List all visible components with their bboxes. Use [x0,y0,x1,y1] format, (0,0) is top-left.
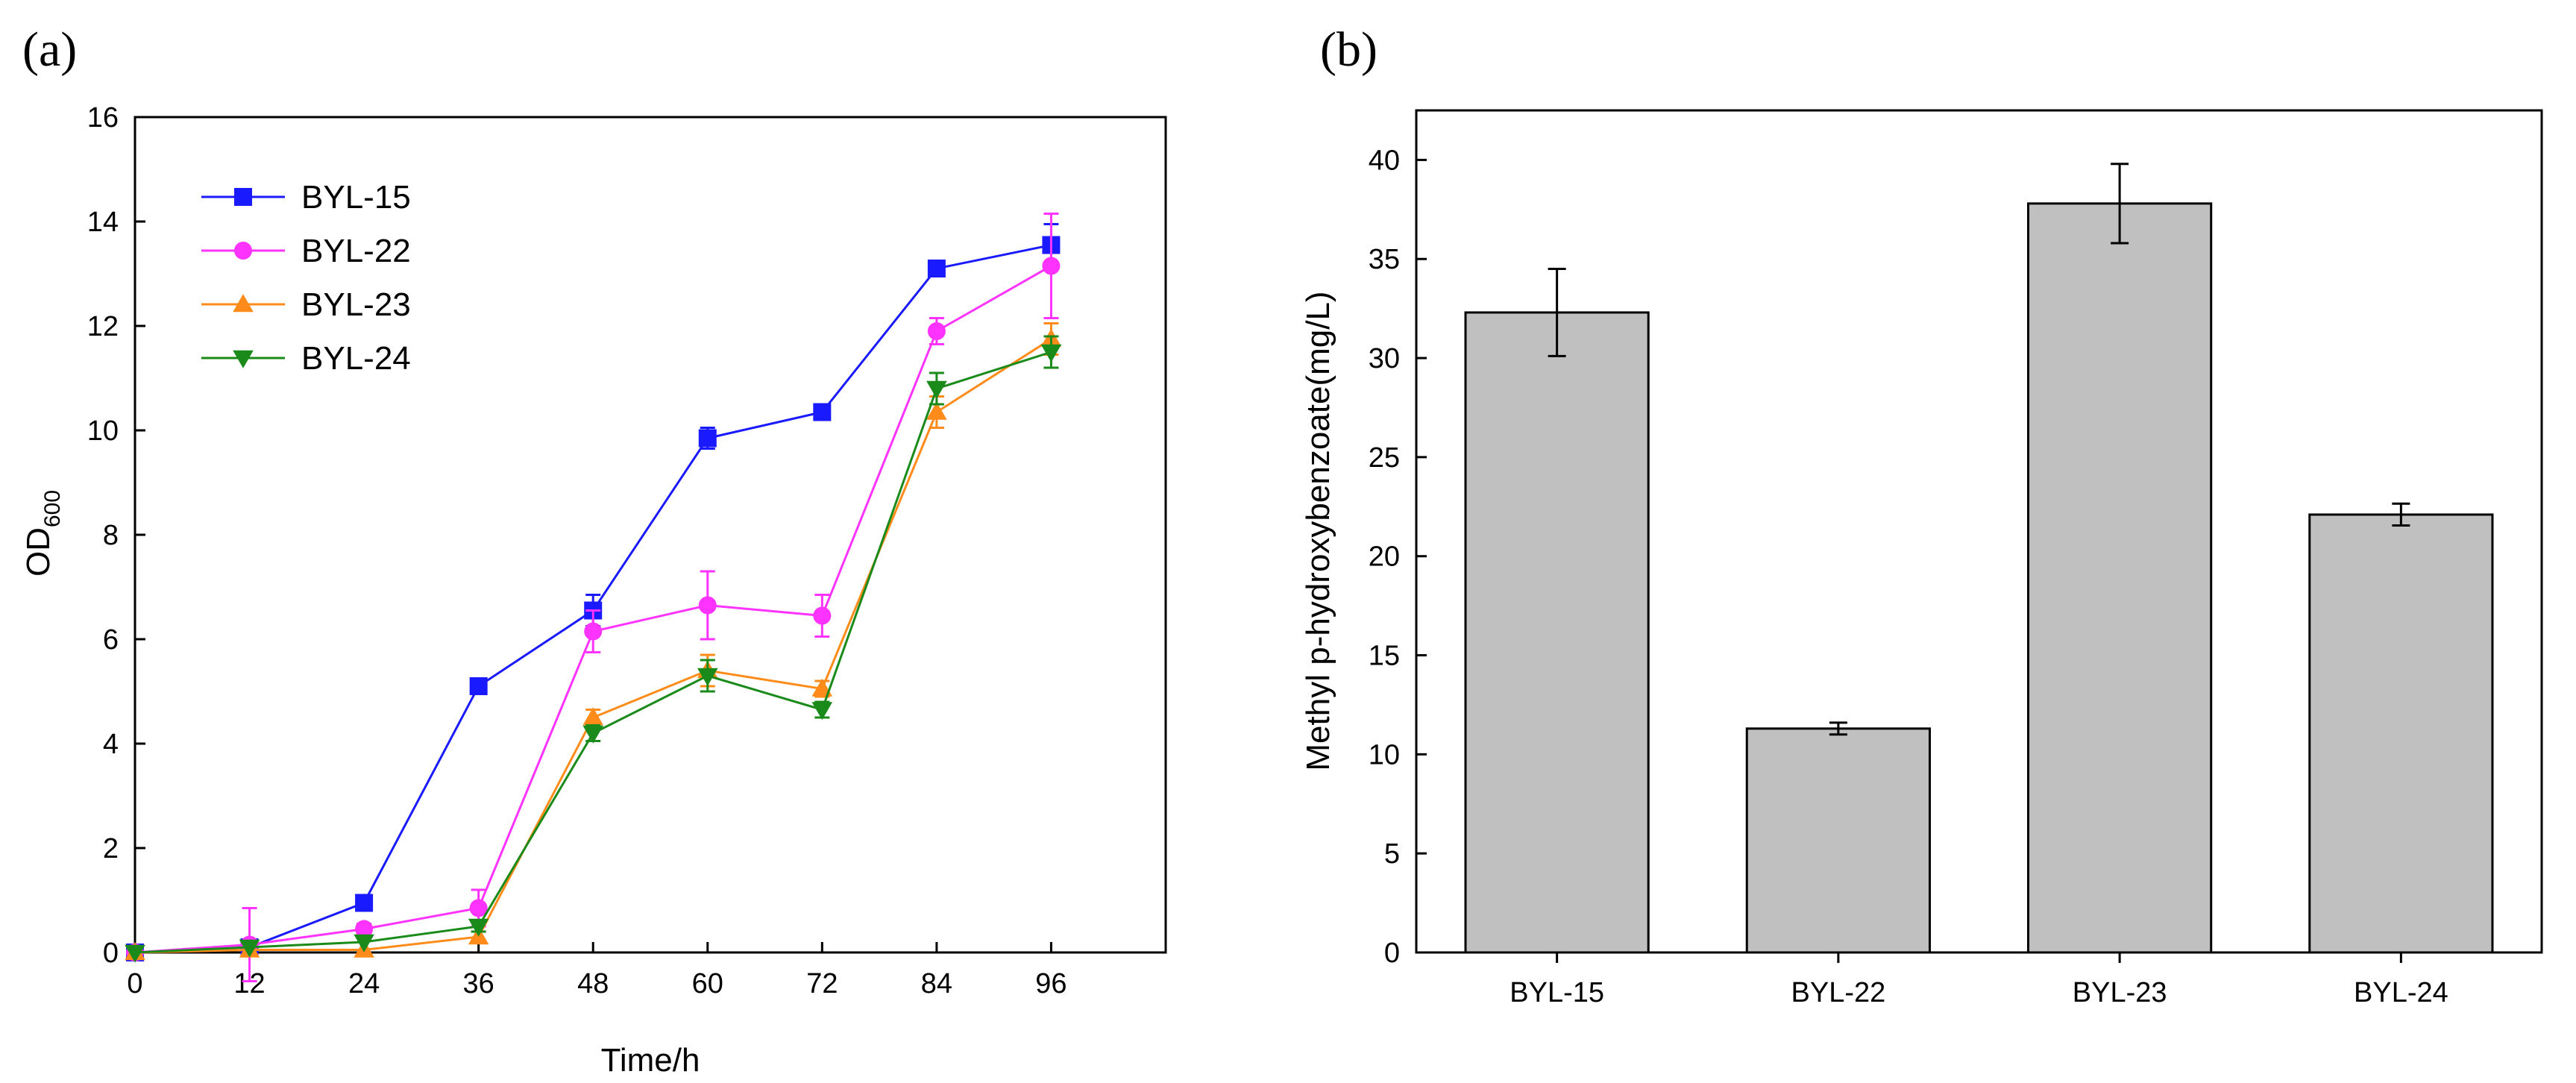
legend: BYL-15 BYL-22 BYL-23 BYL-24 [201,179,411,377]
legend-marker-byl-23 [233,294,254,313]
x-axis-title-a: Time/h [601,1042,700,1079]
y-tick-label-a: 6 [103,624,119,656]
data-point-byl-24 [354,934,374,952]
y-tick-label-a: 4 [103,729,119,760]
data-point-byl-22 [584,622,603,641]
x-tick-label-a: 84 [921,968,952,999]
data-point-byl-15 [927,260,946,277]
y-tick-label-b: 40 [1369,145,1400,176]
y-tick-label-a: 2 [103,833,119,864]
bar-byl-24 [2308,513,2494,954]
y-tick-label-b: 15 [1369,641,1400,672]
plot-frame-a [133,116,1167,954]
series-group [125,213,1062,982]
data-point-byl-15 [698,429,717,448]
x-tick-label-a: 36 [463,968,494,999]
data-point-byl-15 [813,403,832,421]
y-axis-title-b: Methyl p-hydroxybenzoate(mg/L) [1300,291,1336,770]
legend-label-byl-23: BYL-23 [301,286,411,323]
data-point-byl-23 [926,401,947,420]
data-point-byl-22 [698,596,717,615]
data-point-byl-15 [355,894,374,912]
x-tick-label-a: 48 [577,968,609,999]
data-point-byl-22 [355,920,374,938]
y-tick-label-b: 0 [1384,938,1400,969]
panel-label-b: (b) [1320,22,1377,77]
y-axis-b: 0 5 10 15 20 25 30 35 40 [1369,145,1427,969]
x-tick-label-byl-15: BYL-15 [1510,977,1604,1008]
legend-marker-byl-15 [234,188,252,206]
y-tick-label-b: 30 [1369,343,1400,374]
data-point-byl-24 [697,668,718,686]
y-tick-label-a: 0 [103,938,119,969]
series-byl-24 [125,335,1062,963]
y-tick-label-b: 5 [1384,838,1400,870]
data-point-byl-24 [468,918,489,937]
y-axis-a: 0 2 4 6 8 10 12 14 16 [87,102,145,969]
data-point-byl-24 [926,380,947,399]
legend-label-byl-24: BYL-24 [301,340,411,377]
y-tick-label-b: 10 [1369,739,1400,770]
data-point-byl-24 [125,944,145,963]
data-point-byl-24 [811,702,833,721]
legend-label-byl-22: BYL-22 [301,233,411,269]
y-tick-label-a: 12 [87,311,119,342]
data-point-byl-24 [239,939,260,958]
y-tick-label-a: 16 [87,102,119,134]
data-point-byl-15 [469,677,488,695]
y-tick-label-b: 20 [1369,542,1400,573]
x-axis-b: BYL-15 BYL-22 BYL-23 BYL-24 [1510,952,2448,1008]
data-point-byl-22 [813,606,832,625]
y-axis-title-a: OD600 [20,490,65,577]
data-point-byl-22 [1042,257,1061,275]
legend-marker-byl-22 [234,242,252,260]
panel-label-a: (a) [22,22,77,77]
x-tick-label-a: 0 [127,968,142,999]
legend-label-byl-15: BYL-15 [301,179,411,216]
bar-byl-22 [1745,727,1931,954]
data-point-byl-22 [469,899,488,917]
x-tick-label-byl-23: BYL-23 [2073,977,2167,1008]
x-tick-label-a: 96 [1035,968,1066,999]
y-tick-label-a: 8 [103,520,119,551]
data-point-byl-24 [582,725,604,744]
legend-marker-byl-24 [233,350,254,368]
data-point-byl-22 [927,322,946,340]
x-tick-label-byl-22: BYL-22 [1791,977,1886,1008]
x-tick-label-a: 60 [692,968,723,999]
x-tick-label-a: 24 [348,968,380,999]
y-tick-label-a: 10 [87,415,119,447]
y-tick-label-a: 14 [87,207,119,238]
y-axis-title-main: OD [20,527,57,577]
data-point-byl-24 [1040,344,1062,362]
x-tick-label-a: 72 [806,968,838,999]
y-tick-label-b: 25 [1369,442,1400,474]
x-tick-label-byl-24: BYL-24 [2354,977,2448,1008]
series-byl-15 [126,223,1061,961]
y-tick-label-b: 35 [1369,244,1400,275]
data-point-byl-23 [582,707,604,726]
bar-byl-23 [2027,202,2213,954]
y-axis-title-subscript: 600 [40,490,65,527]
bars-group [1464,163,2494,954]
plot-frame-b [1415,109,2543,954]
bar-byl-15 [1464,311,1650,954]
